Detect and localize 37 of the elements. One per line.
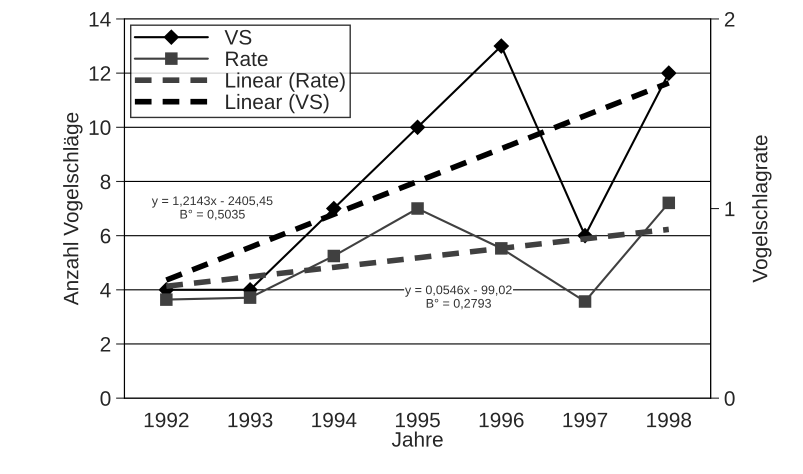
legend-label: Rate bbox=[226, 52, 268, 66]
y-tick-label: 10 bbox=[90, 120, 110, 136]
x-tick-label: 1998 bbox=[647, 412, 692, 428]
x-tick-label: 1994 bbox=[312, 412, 356, 428]
point bbox=[328, 250, 340, 262]
y-tick-label: 0 bbox=[100, 391, 110, 406]
x-tick-label: 1992 bbox=[144, 412, 188, 428]
y2-tick-label: 1 bbox=[725, 202, 734, 216]
y-tick-label: 4 bbox=[100, 283, 111, 298]
x-tick-label: 1996 bbox=[480, 412, 524, 428]
x-tick-label: 1993 bbox=[228, 412, 272, 428]
y-axis-title: Anzahl Vogelschläge bbox=[63, 112, 83, 306]
y-tick-label: 2 bbox=[100, 336, 110, 352]
point bbox=[410, 120, 426, 135]
point bbox=[578, 295, 592, 308]
y2-tick-label: 0 bbox=[724, 391, 735, 406]
y-tick-label: 12 bbox=[90, 66, 110, 81]
point bbox=[411, 202, 424, 215]
y-tick-label: 8 bbox=[100, 174, 110, 190]
y2-tick-label: 2 bbox=[724, 12, 734, 27]
legend-label: Linear (Rate) bbox=[226, 72, 345, 92]
annotation: y = 1,2143x - 2405,45 B° = 0,5035 bbox=[152, 196, 273, 220]
point bbox=[494, 38, 509, 54]
point bbox=[160, 293, 173, 306]
point bbox=[662, 196, 676, 210]
legend-label: Linear (VS) bbox=[226, 94, 329, 114]
y-tick-label: 6 bbox=[100, 228, 110, 244]
y-tick-label: 14 bbox=[90, 12, 111, 27]
x-tick-label: 1995 bbox=[396, 412, 440, 428]
x-axis-title: Jahre bbox=[392, 431, 443, 447]
point bbox=[495, 242, 508, 255]
annotation: y = 0,0546x - 99,02 B° = 0,2793 bbox=[404, 285, 512, 310]
legend-label: VS bbox=[224, 30, 252, 45]
y2-axis-title: Vogelschlagrate bbox=[752, 135, 772, 283]
point bbox=[244, 291, 256, 304]
point bbox=[661, 66, 676, 81]
x-tick-label: 1997 bbox=[563, 412, 608, 428]
